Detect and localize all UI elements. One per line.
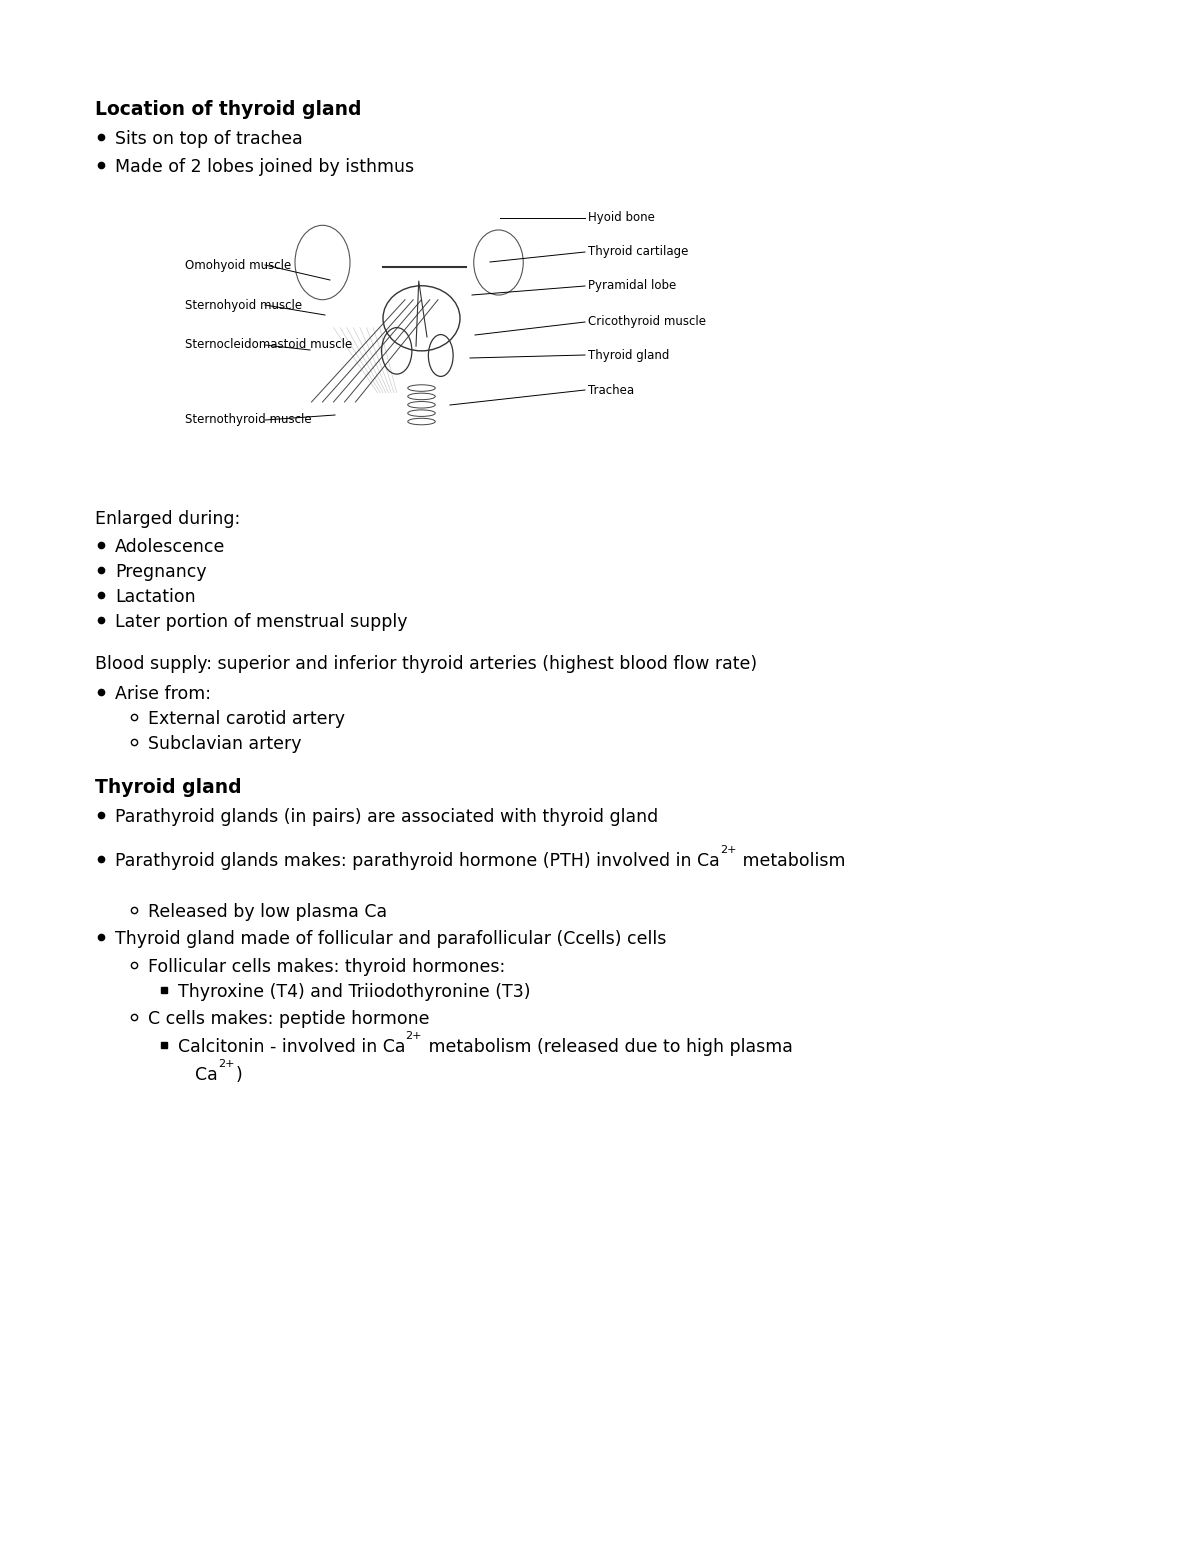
Text: Blood supply: superior and inferior thyroid arteries (highest blood flow rate): Blood supply: superior and inferior thyr… xyxy=(95,655,757,672)
Text: C cells makes: peptide hormone: C cells makes: peptide hormone xyxy=(148,1009,430,1028)
Text: metabolism: metabolism xyxy=(737,853,846,870)
Text: Hyoid bone: Hyoid bone xyxy=(588,211,655,225)
Text: Thyroid cartilage: Thyroid cartilage xyxy=(588,245,689,258)
Text: ): ) xyxy=(235,1065,242,1084)
Text: Thyroid gland made of follicular and parafollicular (Ccells) cells: Thyroid gland made of follicular and par… xyxy=(115,930,666,947)
Text: Pyramidal lobe: Pyramidal lobe xyxy=(588,280,677,292)
Text: Sternocleidomastoid muscle: Sternocleidomastoid muscle xyxy=(185,339,353,351)
Text: Released by low plasma Ca: Released by low plasma Ca xyxy=(148,902,388,921)
Text: Omohyoid muscle: Omohyoid muscle xyxy=(185,258,292,272)
Text: 2+: 2+ xyxy=(217,1059,234,1068)
Text: Location of thyroid gland: Location of thyroid gland xyxy=(95,99,361,120)
Text: Subclavian artery: Subclavian artery xyxy=(148,735,301,753)
Text: Made of 2 lobes joined by isthmus: Made of 2 lobes joined by isthmus xyxy=(115,158,414,175)
Text: 2+: 2+ xyxy=(720,845,737,856)
Text: Pregnancy: Pregnancy xyxy=(115,564,206,581)
Text: Thyroid gland: Thyroid gland xyxy=(588,348,670,362)
Text: Thyroxine (T4) and Triiodothyronine (T3): Thyroxine (T4) and Triiodothyronine (T3) xyxy=(178,983,530,1002)
Text: Enlarged during:: Enlarged during: xyxy=(95,509,240,528)
Text: Parathyroid glands (in pairs) are associated with thyroid gland: Parathyroid glands (in pairs) are associ… xyxy=(115,808,659,826)
Text: metabolism (released due to high plasma: metabolism (released due to high plasma xyxy=(424,1037,793,1056)
Text: Lactation: Lactation xyxy=(115,589,196,606)
Text: Cricothyroid muscle: Cricothyroid muscle xyxy=(588,315,706,329)
Text: Sternohyoid muscle: Sternohyoid muscle xyxy=(185,298,302,312)
Text: External carotid artery: External carotid artery xyxy=(148,710,346,728)
Text: Trachea: Trachea xyxy=(588,384,634,396)
Text: Follicular cells makes: thyroid hormones:: Follicular cells makes: thyroid hormones… xyxy=(148,958,505,975)
Text: Adolescence: Adolescence xyxy=(115,537,226,556)
Text: Later portion of menstrual supply: Later portion of menstrual supply xyxy=(115,613,408,631)
Text: Sternothyroid muscle: Sternothyroid muscle xyxy=(185,413,312,427)
Text: 2+: 2+ xyxy=(406,1031,422,1041)
Text: Ca: Ca xyxy=(194,1065,217,1084)
Text: Arise from:: Arise from: xyxy=(115,685,211,704)
Text: Parathyroid glands makes: parathyroid hormone (PTH) involved in Ca: Parathyroid glands makes: parathyroid ho… xyxy=(115,853,720,870)
Text: Calcitonin - involved in Ca: Calcitonin - involved in Ca xyxy=(178,1037,406,1056)
Text: Thyroid gland: Thyroid gland xyxy=(95,778,241,797)
Text: Sits on top of trachea: Sits on top of trachea xyxy=(115,130,302,148)
